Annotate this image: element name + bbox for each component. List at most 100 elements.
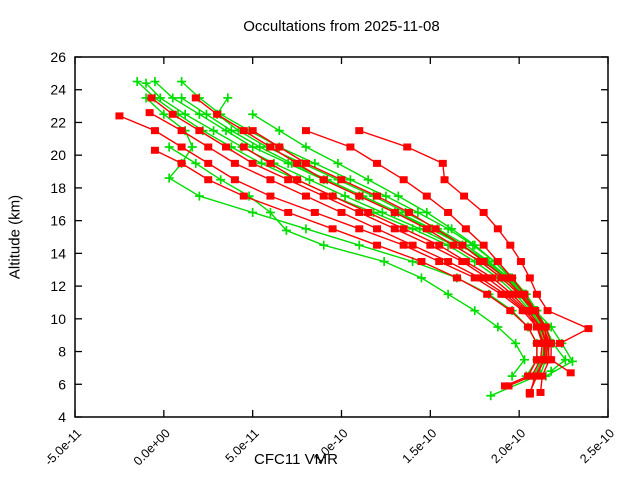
- square-marker-icon: [500, 290, 509, 298]
- square-marker-icon: [337, 208, 346, 216]
- square-marker-icon: [177, 159, 186, 167]
- y-tick-label: 10: [50, 311, 66, 327]
- square-marker-icon: [483, 290, 492, 298]
- square-marker-icon: [355, 225, 364, 233]
- series-green-8: [177, 93, 551, 381]
- square-marker-icon: [444, 258, 453, 266]
- plot-border: [74, 56, 609, 418]
- square-marker-icon: [547, 339, 556, 347]
- square-marker-icon: [301, 159, 310, 167]
- y-tick-label: 20: [50, 147, 66, 163]
- square-marker-icon: [422, 192, 431, 200]
- square-marker-icon: [399, 176, 408, 184]
- square-marker-icon: [547, 356, 556, 364]
- square-marker-icon: [440, 176, 449, 184]
- square-marker-icon: [506, 307, 515, 315]
- square-marker-icon: [355, 192, 364, 200]
- y-tick-label: 22: [50, 114, 66, 130]
- square-marker-icon: [541, 323, 550, 331]
- square-marker-icon: [284, 208, 293, 216]
- square-marker-icon: [319, 176, 328, 184]
- square-marker-icon: [195, 127, 204, 135]
- square-marker-icon: [403, 143, 412, 151]
- square-marker-icon: [293, 176, 302, 184]
- square-marker-icon: [168, 110, 177, 118]
- square-marker-icon: [508, 274, 517, 282]
- square-marker-icon: [301, 192, 310, 200]
- series-green-2: [150, 77, 553, 401]
- square-marker-icon: [319, 192, 328, 200]
- square-marker-icon: [532, 356, 541, 364]
- series-red-7: [248, 127, 575, 377]
- square-marker-icon: [191, 94, 200, 102]
- y-tick-label: 18: [50, 180, 66, 196]
- square-marker-icon: [145, 109, 154, 117]
- square-marker-icon: [476, 274, 485, 282]
- square-marker-icon: [500, 274, 509, 282]
- square-marker-icon: [239, 192, 248, 200]
- series-red-5: [355, 127, 593, 347]
- square-marker-icon: [516, 258, 525, 266]
- square-marker-icon: [422, 225, 431, 233]
- y-tick-label: 6: [58, 376, 66, 392]
- square-marker-icon: [213, 110, 222, 118]
- square-marker-icon: [266, 143, 275, 151]
- series-line: [136, 80, 545, 360]
- square-marker-icon: [461, 225, 470, 233]
- axes: -5.0e-11 0.0e+00 5.0e-11 1.0e-10 1.5e-10 2.0e…: [42, 49, 617, 468]
- square-marker-icon: [525, 274, 534, 282]
- square-marker-icon: [524, 372, 533, 380]
- square-marker-icon: [500, 382, 509, 390]
- square-marker-icon: [543, 307, 552, 315]
- x-tick-label: 1.5e-10: [400, 426, 440, 466]
- square-marker-icon: [525, 390, 534, 398]
- square-marker-icon: [408, 241, 417, 249]
- square-marker-icon: [435, 258, 444, 266]
- square-marker-icon: [566, 369, 575, 377]
- square-marker-icon: [452, 274, 461, 282]
- square-marker-icon: [204, 176, 213, 184]
- square-marker-icon: [150, 127, 159, 135]
- square-marker-icon: [508, 290, 517, 298]
- square-marker-icon: [461, 258, 470, 266]
- square-marker-icon: [346, 143, 355, 151]
- square-marker-icon: [239, 143, 248, 151]
- square-marker-icon: [373, 192, 382, 200]
- square-marker-icon: [444, 208, 453, 216]
- square-marker-icon: [540, 356, 549, 364]
- square-marker-icon: [449, 241, 458, 249]
- square-marker-icon: [266, 159, 275, 167]
- series-line: [145, 97, 538, 377]
- square-marker-icon: [373, 241, 382, 249]
- square-marker-icon: [506, 241, 515, 249]
- x-tick-label: -5.0e-11: [42, 426, 84, 468]
- square-marker-icon: [479, 208, 488, 216]
- square-marker-icon: [337, 176, 346, 184]
- series-red-8: [239, 143, 550, 398]
- series-red-9: [150, 146, 541, 390]
- square-marker-icon: [204, 159, 213, 167]
- square-marker-icon: [426, 241, 435, 249]
- series-line: [243, 146, 547, 395]
- square-marker-icon: [493, 258, 502, 266]
- square-marker-icon: [230, 159, 239, 167]
- square-marker-icon: [355, 127, 364, 135]
- square-marker-icon: [248, 127, 257, 135]
- square-marker-icon: [177, 127, 186, 135]
- square-marker-icon: [293, 159, 302, 167]
- square-marker-icon: [556, 339, 565, 347]
- square-marker-icon: [390, 208, 399, 216]
- square-marker-icon: [390, 225, 399, 233]
- square-marker-icon: [532, 290, 541, 298]
- square-marker-icon: [431, 225, 440, 233]
- y-tick-label: 12: [50, 278, 66, 294]
- x-tick-label: 2.5e-10: [577, 426, 617, 466]
- square-marker-icon: [373, 225, 382, 233]
- square-marker-icon: [204, 143, 213, 151]
- square-marker-icon: [483, 274, 492, 282]
- y-tick-label: 8: [58, 344, 66, 360]
- square-marker-icon: [541, 339, 550, 347]
- square-marker-icon: [536, 388, 545, 396]
- square-marker-icon: [479, 241, 488, 249]
